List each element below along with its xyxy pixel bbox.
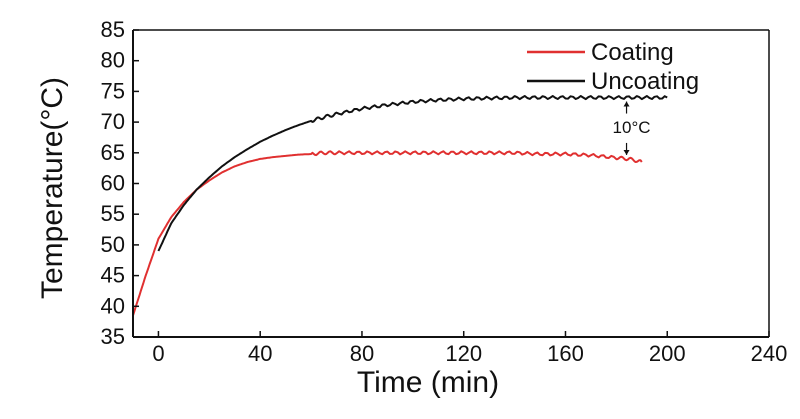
annotation-label: 10°C — [613, 118, 651, 137]
y-tick-label: 55 — [101, 201, 125, 226]
annotation-group: 10°C — [613, 101, 651, 155]
y-tick-label: 70 — [101, 109, 125, 134]
x-tick-label: 40 — [248, 341, 272, 366]
y-tick-label: 45 — [101, 263, 125, 288]
x-axis-title: Time (min) — [357, 366, 499, 399]
annotation-arrowhead-up — [623, 101, 630, 107]
y-tick-label: 65 — [101, 140, 125, 165]
y-tick-label: 50 — [101, 232, 125, 257]
x-tick-label: 80 — [350, 341, 374, 366]
y-tick-label: 85 — [101, 17, 125, 42]
y-tick-label: 40 — [101, 293, 125, 318]
legend-label: Uncoating — [591, 68, 699, 95]
x-tick-label: 0 — [152, 341, 164, 366]
x-tick-label: 240 — [751, 341, 788, 366]
x-tick-label: 120 — [445, 341, 482, 366]
legend-label: Coating — [591, 39, 674, 66]
series-line-coating — [132, 150, 643, 316]
y-tick-label: 60 — [101, 171, 125, 196]
y-tick-label: 80 — [101, 48, 125, 73]
x-tick-label: 200 — [649, 341, 686, 366]
series-line-uncoating — [157, 95, 668, 252]
x-tick-label: 160 — [547, 341, 584, 366]
annotation-arrowhead-down — [623, 149, 630, 155]
y-tick-label: 35 — [101, 324, 125, 349]
y-tick-label: 75 — [101, 78, 125, 103]
y-axis-title: Temperature(°C) — [36, 77, 69, 299]
